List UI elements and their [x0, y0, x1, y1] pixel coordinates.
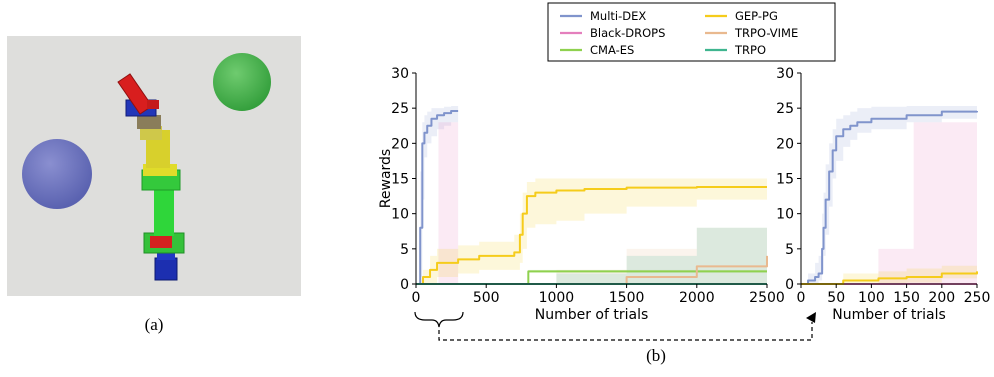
confidence-band	[416, 213, 767, 284]
y-tick-label: 20	[391, 136, 409, 152]
legend: Multi-DEX Black-DROPS CMA-ES GEP-PG TRPO-VIM…	[547, 2, 836, 62]
rewards-chart-full: 0 5 10 15 20 25 30 0 500 1000 1500 2000 2500 Number o…	[378, 66, 785, 323]
x-tick-label: 100	[858, 290, 885, 306]
y-tick-label: 30	[391, 66, 409, 82]
x-tick-label: 1500	[609, 290, 645, 306]
x-axis-label: Number of trials	[535, 307, 649, 323]
confidence-band	[416, 178, 767, 284]
confidence-band	[801, 264, 977, 284]
y-tick-label: 30	[776, 66, 794, 82]
robot-arm	[117, 73, 185, 281]
x-tick-label: 500	[473, 290, 500, 306]
x-tick-label: 1000	[539, 290, 575, 306]
zoom-connector	[414, 311, 816, 341]
y-tick-label: 10	[391, 207, 409, 223]
x-tick-label: 2000	[679, 290, 715, 306]
y-tick-label: 15	[776, 172, 794, 188]
x-tick-label: 50	[827, 290, 845, 306]
y-tick-label: 15	[391, 172, 409, 188]
confidence-band	[801, 122, 977, 284]
x-tick-label: 2500	[749, 290, 785, 306]
y-tick-label: 5	[400, 242, 409, 258]
confidence-band	[416, 206, 767, 284]
blue-target-ball	[22, 139, 92, 209]
series-line	[416, 185, 767, 285]
legend-box	[547, 2, 836, 62]
confidence-band	[416, 122, 459, 284]
y-axis-label: Rewards	[378, 149, 394, 208]
legend-label: TRPO-VIME	[734, 26, 798, 40]
zoom-arrowhead	[806, 312, 816, 323]
y-tick-label: 10	[776, 207, 794, 223]
green-target-ball	[213, 53, 271, 111]
y-tick-label: 25	[391, 101, 409, 117]
legend-label: Black-DROPS	[590, 26, 665, 40]
legend-label: TRPO	[734, 43, 766, 57]
legend-label: CMA-ES	[590, 43, 634, 57]
confidence-band	[416, 106, 459, 284]
x-axis-label: Number of trials	[832, 307, 946, 323]
x-tick-label: 250	[964, 290, 991, 306]
y-tick-label: 20	[776, 136, 794, 152]
rewards-chart-zoom: 0 5 10 15 20 25 30 0 50 100 150 200 250 Number of tri…	[776, 66, 990, 323]
x-tick-label: 0	[797, 290, 806, 306]
zoom-brace	[414, 311, 464, 328]
panel-label-b: (b)	[646, 346, 666, 365]
series-line	[801, 110, 978, 285]
confidence-band	[801, 106, 977, 284]
y-tick-label: 25	[776, 101, 794, 117]
y-tick-label: 5	[785, 242, 794, 258]
panel-label-a: (a)	[145, 315, 164, 334]
x-tick-label: 150	[893, 290, 920, 306]
series-line	[416, 109, 459, 285]
robot-scene-image	[7, 36, 301, 296]
legend-label: GEP-PG	[735, 9, 778, 23]
zoom-dashed-line	[438, 322, 813, 341]
x-tick-label: 200	[928, 290, 955, 306]
y-tick-label: 0	[400, 277, 409, 293]
y-tick-label: 0	[785, 277, 794, 293]
x-tick-label: 0	[412, 290, 421, 306]
legend-label: Multi-DEX	[590, 9, 646, 23]
